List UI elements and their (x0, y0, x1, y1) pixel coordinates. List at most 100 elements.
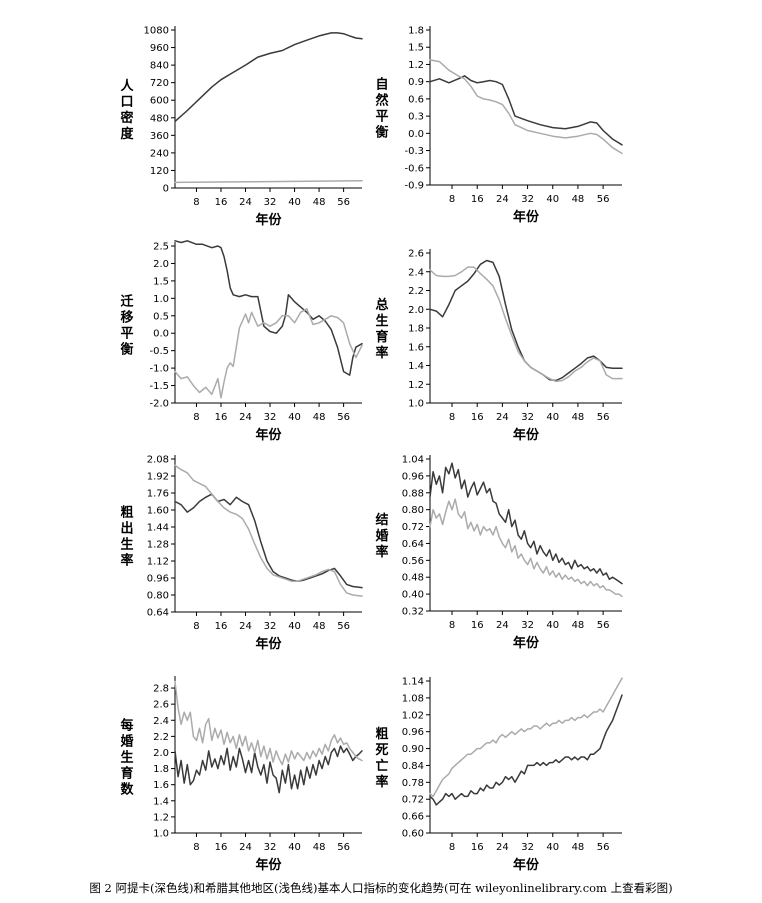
y-tick-label: 1.6 (153, 780, 169, 791)
x-tick-label: 8 (193, 621, 199, 632)
y-tick-label: 0.40 (402, 590, 424, 601)
y-tick-label: 1.2 (408, 380, 424, 391)
y-tick-label: -0.5 (149, 346, 169, 357)
x-tick-label: 48 (572, 620, 585, 631)
y-tick-label: 1.0 (153, 294, 169, 305)
y-tick-label: 1.02 (402, 710, 424, 721)
y-tick-label: 1.8 (408, 26, 424, 37)
y-axis-label: 人口密度 (119, 78, 134, 142)
y-tick-label: 2.4 (153, 716, 169, 727)
y-axis-label: 结婚率 (375, 512, 388, 560)
x-tick-label: 8 (449, 412, 455, 423)
y-tick-label: 2.4 (408, 267, 424, 278)
y-tick-label: 0.84 (402, 761, 424, 772)
series-line-light (174, 308, 363, 399)
x-tick-label: 16 (471, 194, 484, 205)
y-axis-label: 每婚生育数 (120, 718, 134, 798)
x-tick-label: 32 (264, 412, 277, 423)
x-tick-label: 48 (313, 621, 326, 632)
series-line-light (429, 266, 623, 383)
y-tick-label: 0 (163, 184, 169, 195)
y-tick-label: 2.8 (153, 684, 169, 695)
y-axis-label: 总生育率 (375, 297, 388, 361)
y-tick-label: -0.3 (404, 146, 424, 157)
x-tick-label: 24 (239, 412, 252, 423)
y-tick-label: 0.80 (402, 505, 424, 516)
x-tick-label: 40 (546, 412, 559, 423)
x-tick-label: 48 (313, 197, 326, 208)
x-axis-label: 年份 (513, 209, 540, 225)
y-tick-label: 2.6 (408, 249, 424, 260)
y-tick-label: 2.2 (153, 732, 169, 743)
x-tick-label: 40 (546, 842, 559, 853)
y-tick-label: 1.76 (147, 489, 169, 500)
x-tick-label: 56 (337, 842, 350, 853)
y-tick-label: 1.14 (402, 677, 424, 688)
x-tick-label: 40 (546, 620, 559, 631)
y-tick-label: -1.5 (149, 381, 169, 392)
x-tick-label: 40 (288, 197, 301, 208)
y-tick-label: -2.0 (149, 399, 169, 410)
y-tick-label: 0.90 (402, 744, 424, 755)
x-tick-label: 16 (471, 412, 484, 423)
x-tick-label: 16 (215, 412, 228, 423)
y-tick-label: 960 (150, 43, 169, 54)
y-tick-label: 120 (150, 166, 169, 177)
y-tick-label: 0.0 (408, 129, 424, 140)
y-tick-label: 0.32 (402, 607, 424, 618)
y-axis-label: 迁移平衡 (120, 294, 133, 358)
y-axis-label: 自然平衡 (375, 77, 388, 141)
x-tick-label: 48 (572, 412, 585, 423)
y-tick-label: 1.12 (147, 557, 169, 568)
y-tick-label: 0.5 (153, 311, 169, 322)
series-line-dark (429, 462, 623, 585)
y-tick-label: -0.6 (404, 163, 424, 174)
x-axis-label: 年份 (513, 427, 540, 443)
chart-panel-marriage: 0.32 0.40 0.48 0.56 0.64 0.72 0.80 0.88 0.96 1.04… (375, 455, 623, 651)
x-tick-label: 8 (449, 620, 455, 631)
y-tick-label: 0.66 (402, 812, 424, 823)
y-tick-label: 240 (150, 148, 169, 159)
series-line-light (429, 677, 623, 798)
chart-panel-fpm: 1.0 1.2 1.4 1.6 1.8 2.0 2.2 2.4 2.6 2.8 8 16 24 32 40 4… (120, 676, 363, 873)
x-tick-label: 8 (193, 412, 199, 423)
y-tick-label: 1.6 (408, 342, 424, 353)
x-tick-label: 8 (449, 842, 455, 853)
y-tick-label: 1.5 (408, 43, 424, 54)
x-tick-label: 56 (597, 194, 610, 205)
y-tick-label: 1080 (144, 26, 169, 37)
x-tick-label: 40 (288, 842, 301, 853)
y-tick-label: 0.80 (147, 591, 169, 602)
x-tick-label: 16 (215, 842, 228, 853)
y-tick-label: 0.96 (402, 727, 424, 738)
x-tick-label: 56 (337, 412, 350, 423)
y-tick-label: 2.08 (147, 455, 169, 466)
y-tick-label: 0.88 (402, 488, 424, 499)
series-line-dark (174, 240, 363, 376)
x-tick-label: 48 (313, 412, 326, 423)
y-tick-label: 480 (150, 113, 169, 124)
x-tick-label: 48 (572, 194, 585, 205)
x-tick-label: 48 (313, 842, 326, 853)
x-tick-label: 24 (239, 842, 252, 853)
y-tick-label: 1.4 (408, 361, 424, 372)
y-tick-label: 1.04 (402, 455, 424, 466)
x-axis-label: 年份 (255, 427, 282, 443)
y-axis-label: 粗死亡率 (375, 726, 388, 790)
x-tick-label: 24 (239, 197, 252, 208)
series-line-light (429, 498, 623, 597)
x-tick-label: 40 (546, 194, 559, 205)
x-tick-label: 32 (521, 412, 534, 423)
y-tick-label: 2.0 (153, 259, 169, 270)
y-tick-label: 2.2 (408, 286, 424, 297)
y-tick-label: 1.8 (408, 324, 424, 335)
x-tick-label: 8 (193, 842, 199, 853)
y-tick-label: 2.0 (408, 305, 424, 316)
x-tick-label: 8 (449, 194, 455, 205)
x-tick-label: 32 (264, 621, 277, 632)
y-tick-label: 0.0 (153, 329, 169, 340)
y-tick-label: 1.60 (147, 506, 169, 517)
chart-panel-cdr: 0.60 0.66 0.72 0.78 0.84 0.90 0.96 1.02 1.08 1.14… (375, 677, 623, 873)
x-tick-label: 16 (215, 197, 228, 208)
